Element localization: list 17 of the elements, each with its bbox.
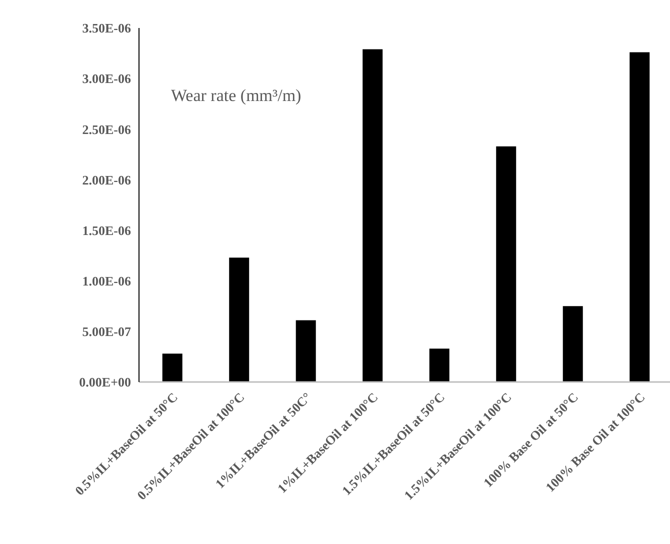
bar <box>562 306 583 382</box>
y-tick-label: 5.00E-07 <box>82 324 132 340</box>
y-tick-label: 2.00E-06 <box>82 172 132 188</box>
y-tick-label: 3.50E-06 <box>82 20 132 36</box>
bar <box>362 49 383 382</box>
y-tick-label: 2.50E-06 <box>82 122 132 137</box>
y-tick-label: 0.00E+00 <box>79 374 131 390</box>
bar <box>630 52 650 382</box>
bar <box>429 348 450 382</box>
annotation: Wear rate (mm³/m) <box>171 86 302 106</box>
bar <box>496 146 516 382</box>
bar <box>229 258 250 382</box>
y-tick-label: 1.50E-06 <box>82 222 132 238</box>
bar <box>296 320 316 382</box>
y-tick-label: 1.00E-06 <box>82 273 132 288</box>
y-tick-label: 3.00E-06 <box>82 71 132 86</box>
bar <box>162 354 182 382</box>
